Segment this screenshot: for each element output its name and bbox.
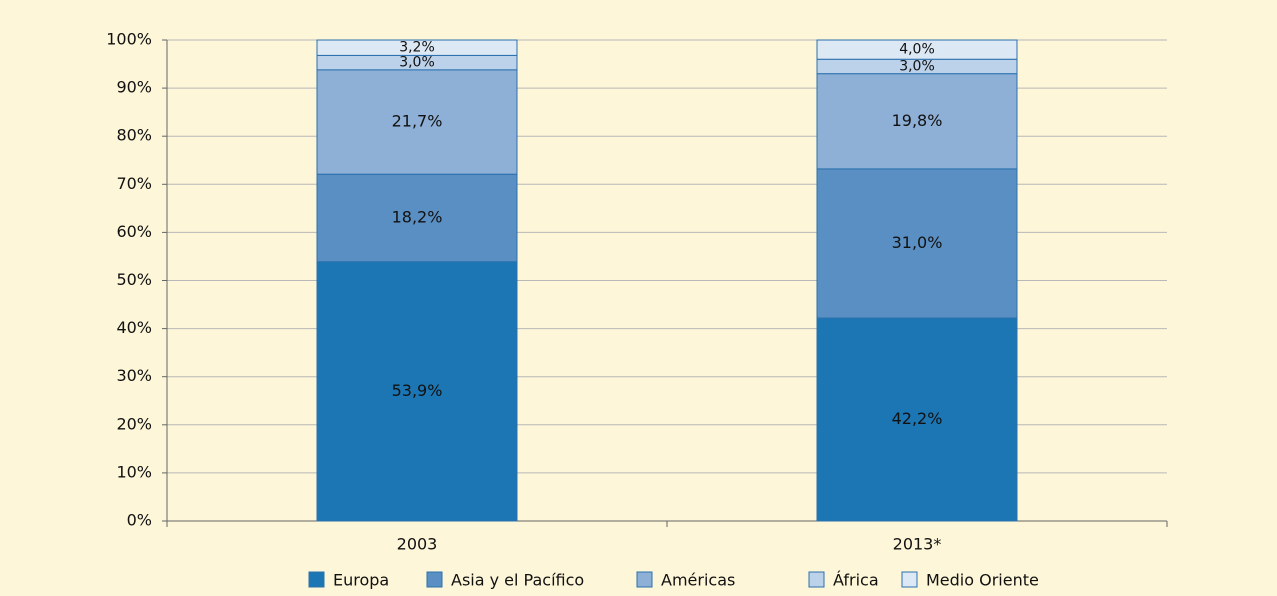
bar-segment xyxy=(316,69,518,175)
legend-label: Américas xyxy=(661,571,735,590)
legend-swatch xyxy=(636,571,653,588)
data-label: 3,0% xyxy=(899,58,935,74)
data-label: 19,8% xyxy=(892,111,943,130)
data-label: 53,9% xyxy=(392,381,443,400)
data-label: 4,0% xyxy=(899,42,935,58)
y-tick-label: 80% xyxy=(116,126,152,145)
y-tick-label: 40% xyxy=(116,318,152,337)
legend-label: África xyxy=(833,571,879,590)
y-tick-label: 20% xyxy=(116,414,152,433)
y-tick-label: 70% xyxy=(116,174,152,193)
y-tick-label: 10% xyxy=(116,462,152,481)
bar-segment xyxy=(316,261,518,522)
y-tick-label: 90% xyxy=(116,78,152,97)
data-label: 18,2% xyxy=(392,207,443,226)
legend-swatch xyxy=(901,571,918,588)
data-label: 42,2% xyxy=(892,409,943,428)
y-tick-label: 50% xyxy=(116,270,152,289)
x-tick-label: 2003 xyxy=(397,535,438,554)
data-label: 3,2% xyxy=(399,40,435,56)
legend-label: Asia y el Pacífico xyxy=(451,571,584,590)
legend-swatch xyxy=(808,571,825,588)
bar-segment xyxy=(316,173,518,263)
data-label: 21,7% xyxy=(392,112,443,131)
legend-swatch xyxy=(308,571,325,588)
bar-segment xyxy=(816,39,1018,60)
y-tick-label: 0% xyxy=(127,511,152,530)
y-tick-label: 60% xyxy=(116,222,152,241)
y-tick-label: 100% xyxy=(106,30,152,49)
bar-segment xyxy=(816,317,1018,522)
legend-swatch xyxy=(426,571,443,588)
legend-label: Europa xyxy=(333,571,389,590)
bar-segment xyxy=(816,73,1018,170)
data-label: 3,0% xyxy=(399,55,435,71)
y-tick-label: 30% xyxy=(116,366,152,385)
legend-label: Medio Oriente xyxy=(926,571,1039,590)
data-label: 31,0% xyxy=(892,233,943,252)
x-tick-label: 2013* xyxy=(893,535,942,554)
bar-segment xyxy=(316,39,518,56)
bar-segment xyxy=(816,168,1018,319)
